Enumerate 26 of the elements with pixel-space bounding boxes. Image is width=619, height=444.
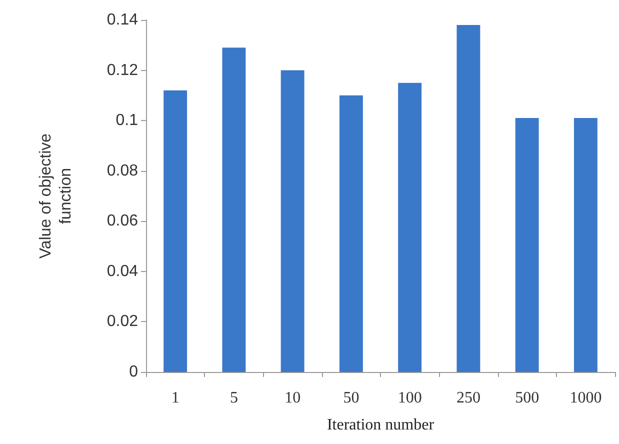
x-tick-label: 100 [398, 390, 422, 406]
x-tick-label: 250 [456, 390, 480, 406]
y-axis-title: Value of objective function [38, 133, 74, 259]
y-tick-label: 0.08 [106, 162, 138, 180]
x-tick-label: 10 [284, 390, 301, 406]
bar [280, 70, 304, 372]
x-tick-label: 1000 [570, 390, 602, 406]
bar [574, 118, 598, 372]
y-tick-label: 0.02 [106, 313, 138, 330]
y-tick-label: 0.14 [106, 12, 138, 28]
x-tick-label: 5 [230, 390, 238, 406]
x-tick-label: 1 [171, 390, 180, 406]
y-tick-label: 0.06 [106, 212, 138, 230]
y-tick-label: 0.12 [106, 62, 138, 79]
y-tick-label: 0.1 [116, 112, 138, 130]
bar [515, 118, 539, 372]
bar [164, 90, 188, 372]
x-tick-label: 500 [515, 390, 540, 406]
x-axis-title: Iteration number [326, 416, 435, 434]
y-tick-label: 0.04 [106, 262, 138, 280]
bar [456, 25, 480, 372]
y-tick-label: 0 [129, 364, 138, 380]
bar [222, 48, 246, 372]
x-tick-label: 50 [343, 390, 360, 406]
bar [398, 82, 422, 372]
bar [339, 95, 363, 372]
